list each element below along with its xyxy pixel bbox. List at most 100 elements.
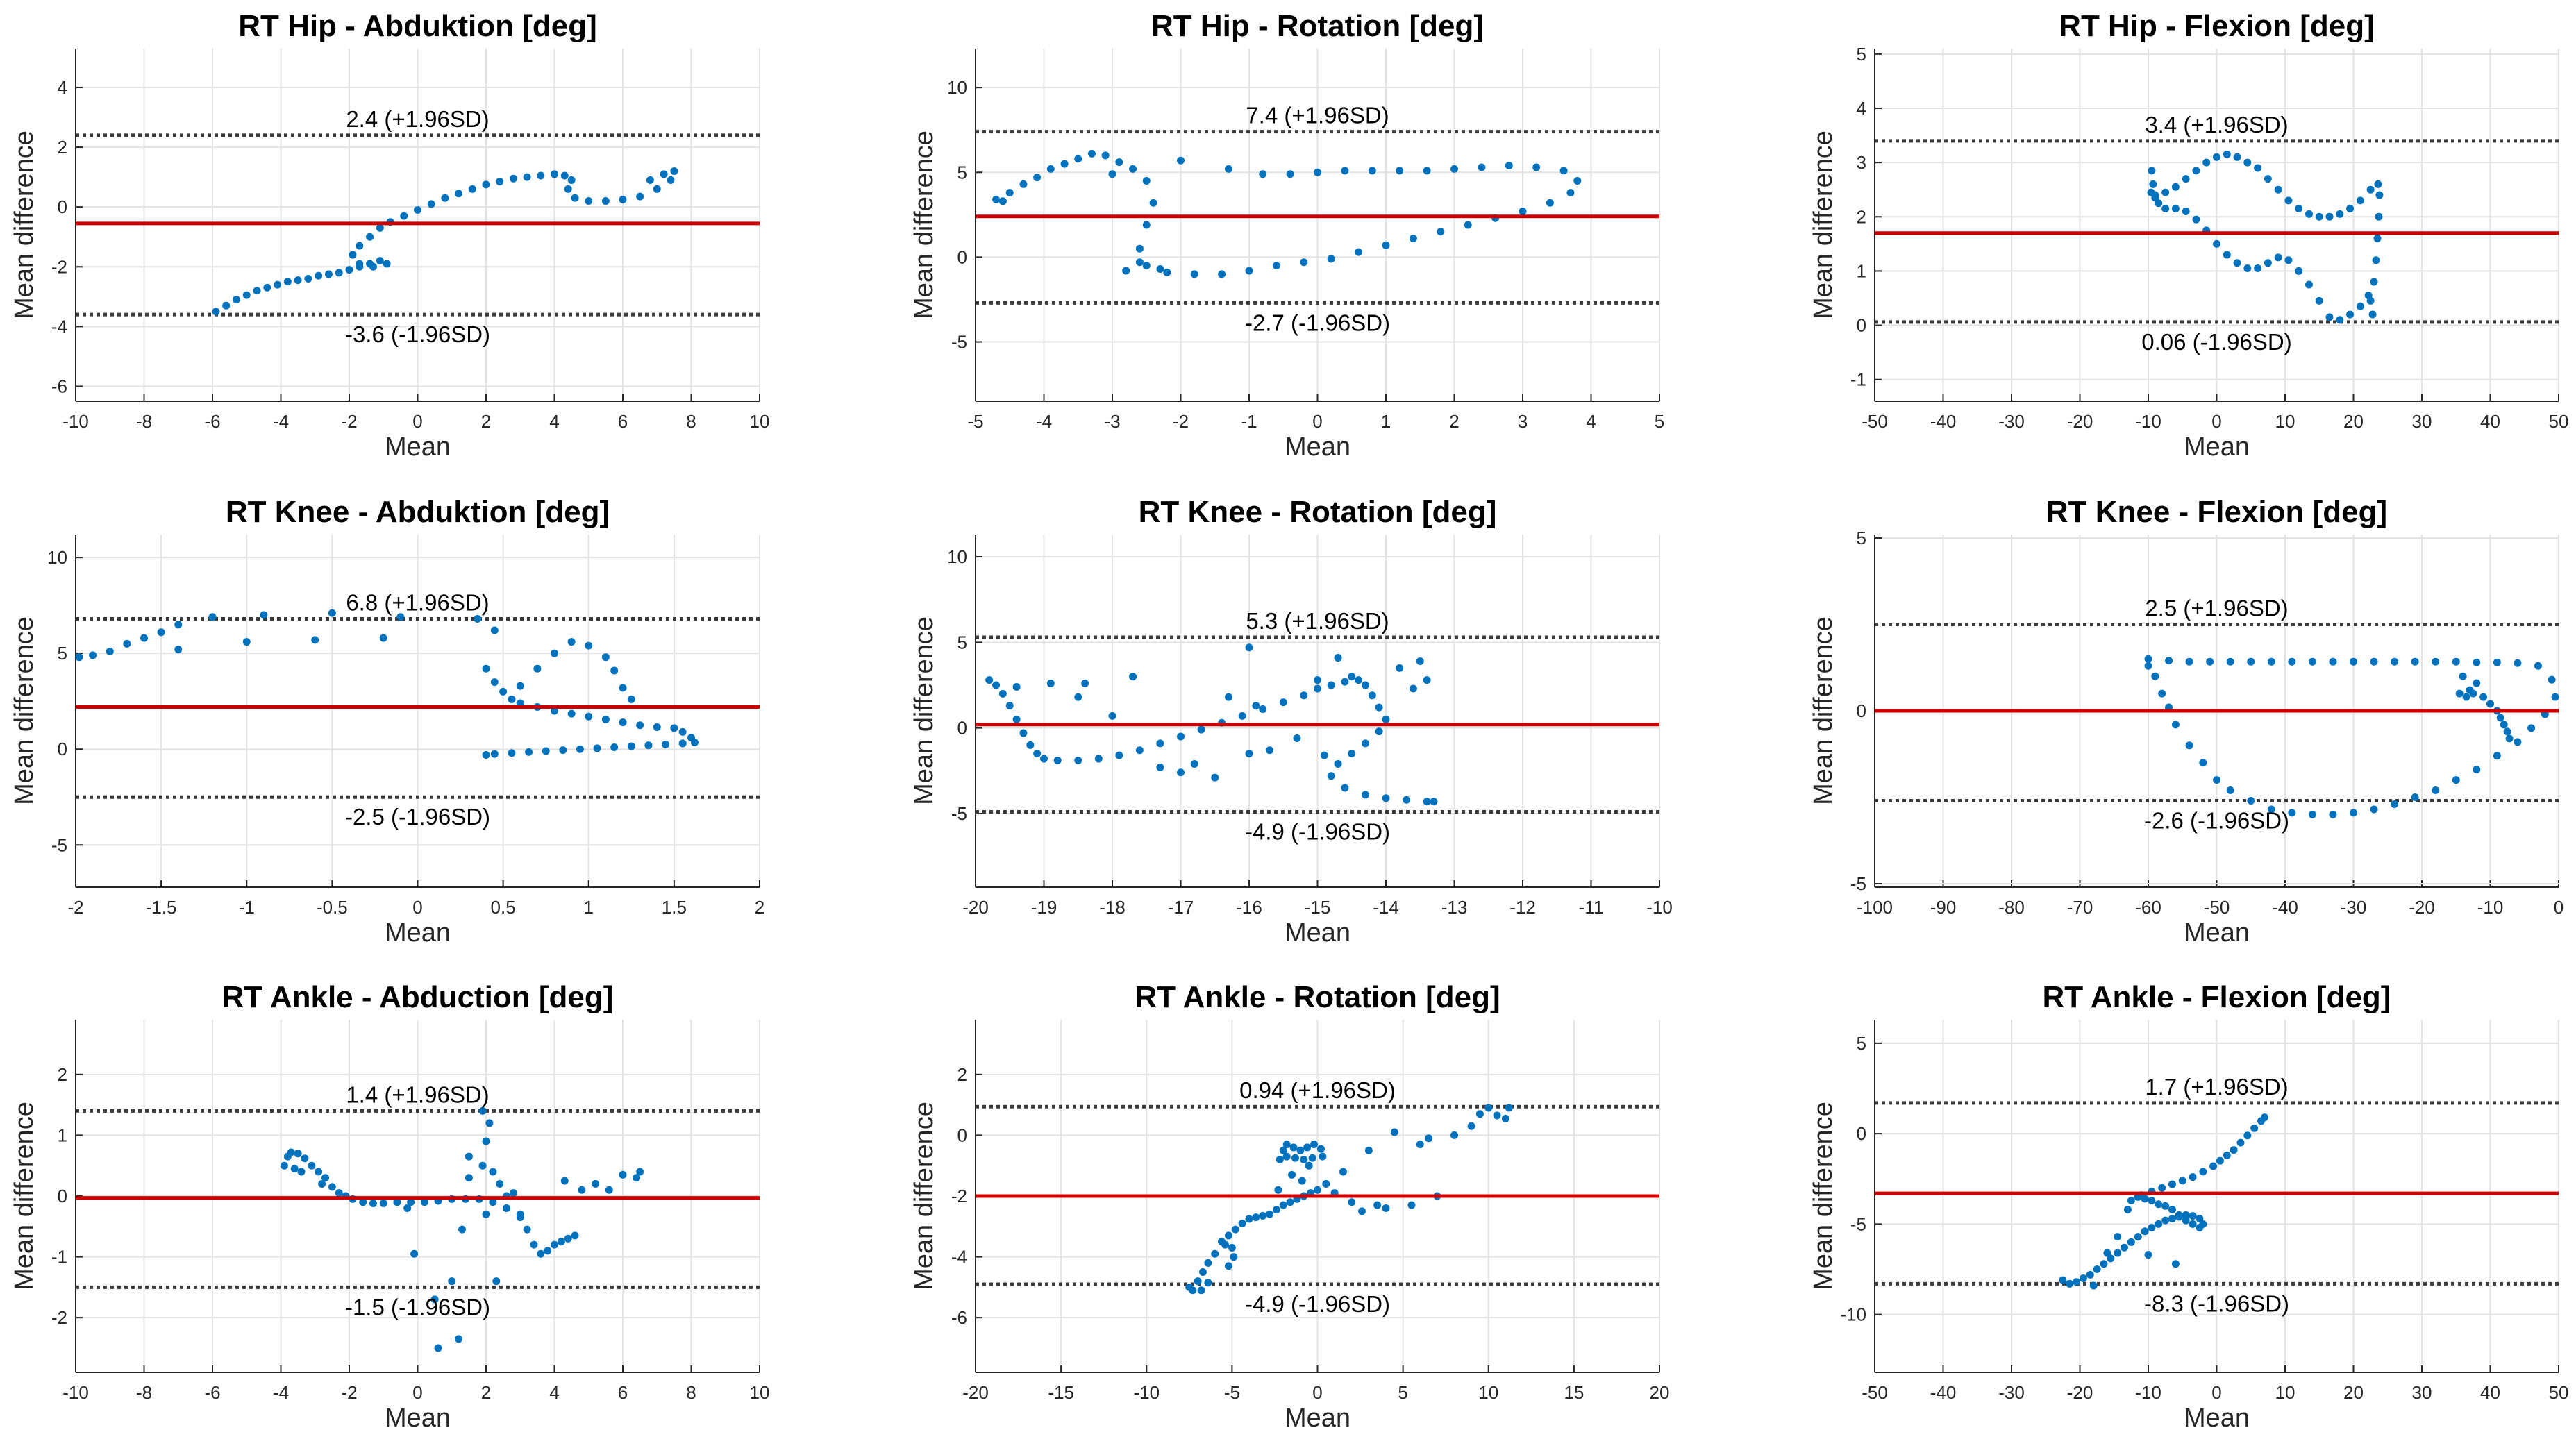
chart-panel-5: -20 -19 -18 -17 -16 -15 -14 -13 -12 -11 -10 -5 0 5 10 5…	[910, 495, 1673, 948]
data-point	[1296, 1146, 1305, 1154]
data-point	[1573, 177, 1582, 185]
data-point	[1298, 1177, 1306, 1185]
data-point	[2374, 180, 2382, 188]
x-tick-label: 2	[481, 1382, 491, 1403]
data-point	[2223, 251, 2231, 259]
x-tick-label: -2	[1173, 411, 1189, 432]
data-point	[75, 653, 83, 662]
x-tick-label: -12	[1509, 897, 1536, 918]
x-tick-label: -20	[962, 1382, 989, 1403]
data-point	[2165, 657, 2173, 665]
data-point	[605, 1186, 613, 1194]
x-tick-label: -15	[1305, 897, 1331, 918]
data-point	[2121, 1243, 2129, 1252]
data-point	[678, 727, 687, 736]
data-point	[516, 1210, 524, 1218]
data-point	[2127, 1238, 2135, 1246]
upper-loa-label: 7.4 (+1.96SD)	[1246, 103, 1389, 128]
data-point	[1300, 1155, 1308, 1163]
data-point	[1129, 165, 1137, 173]
chart-panel-6: -100 -90 -80 -70 -60 -50 -40 -30 -20 -10 0-5052.5 …	[1809, 495, 2564, 948]
data-point	[2144, 1251, 2152, 1259]
data-point	[2175, 1211, 2183, 1219]
data-point	[1135, 258, 1144, 267]
data-point	[1403, 796, 1411, 804]
x-tick-label: 0.5	[491, 897, 516, 918]
chart-title: RT Knee - Rotation [deg]	[1139, 495, 1497, 529]
y-tick-label: -4	[51, 316, 67, 337]
x-tick-label: 10	[2275, 411, 2295, 432]
data-point	[321, 1174, 330, 1182]
data-point	[2493, 752, 2501, 760]
data-point	[2305, 210, 2313, 218]
x-tick-label: -20	[2409, 897, 2435, 918]
data-point	[2325, 212, 2334, 221]
x-tick-label: 10	[1478, 1382, 1498, 1403]
data-point	[1390, 1128, 1398, 1136]
data-point	[2534, 662, 2542, 670]
y-tick-label: 10	[947, 77, 967, 98]
data-point	[2350, 809, 2357, 817]
data-point	[1305, 1161, 1313, 1170]
x-tick-label: 50	[2549, 1382, 2569, 1403]
data-point	[379, 1200, 387, 1208]
data-point	[2107, 1254, 2115, 1263]
x-tick-label: 0	[1312, 411, 1322, 432]
x-tick-label: 0	[2554, 897, 2564, 918]
data-point	[1341, 678, 1349, 686]
data-point	[482, 1210, 490, 1218]
y-axis-label: Mean difference	[10, 131, 39, 319]
data-point	[1259, 1211, 1267, 1220]
data-point	[280, 1161, 288, 1170]
data-point	[369, 262, 377, 271]
data-point	[2168, 1215, 2176, 1223]
data-point	[2134, 1233, 2142, 1241]
y-axis-label: Mean difference	[1809, 616, 1838, 805]
data-point	[2123, 1206, 2132, 1214]
data-point	[212, 308, 220, 316]
x-tick-label: 4	[549, 411, 559, 432]
data-point	[1245, 1215, 1253, 1223]
y-tick-label: -2	[51, 1307, 67, 1328]
data-point	[2182, 1211, 2190, 1219]
data-point	[2284, 196, 2293, 205]
data-point	[2527, 724, 2536, 732]
data-point	[1368, 691, 1376, 700]
y-tick-label: -1	[1850, 369, 1866, 390]
data-point	[2079, 1274, 2087, 1283]
data-point	[509, 1189, 517, 1197]
data-point	[232, 296, 240, 304]
x-tick-label: -40	[1930, 1382, 1957, 1403]
x-tick-label: -60	[2135, 897, 2161, 918]
chart-title: RT Ankle - Abduction [deg]	[222, 980, 614, 1014]
data-point	[2305, 280, 2313, 289]
data-point	[2127, 1197, 2135, 1205]
x-tick-label: 8	[686, 411, 696, 432]
data-point	[2213, 239, 2220, 248]
data-point	[533, 664, 542, 673]
data-point	[2356, 196, 2364, 205]
data-point	[610, 743, 619, 751]
data-point	[1197, 1286, 1205, 1295]
data-point	[1382, 1204, 1390, 1213]
data-point	[290, 1165, 299, 1173]
data-point	[1026, 741, 1035, 749]
data-point	[2155, 1200, 2163, 1209]
data-point	[1274, 1186, 1282, 1194]
data-point	[2141, 1227, 2149, 1236]
data-point	[537, 1249, 545, 1258]
data-point	[2254, 164, 2262, 172]
data-point	[1546, 199, 1554, 207]
data-point	[2288, 809, 2296, 817]
data-point	[1108, 712, 1116, 720]
data-point	[1319, 1152, 1327, 1161]
y-tick-label: -2	[51, 256, 67, 277]
data-point	[636, 1168, 644, 1176]
data-point	[1396, 664, 1404, 672]
data-point	[678, 739, 687, 748]
data-point	[525, 748, 533, 756]
data-point	[434, 1344, 442, 1352]
lower-loa-label: -4.9 (-1.96SD)	[1245, 1291, 1390, 1317]
x-tick-label: 5	[1655, 411, 1664, 432]
